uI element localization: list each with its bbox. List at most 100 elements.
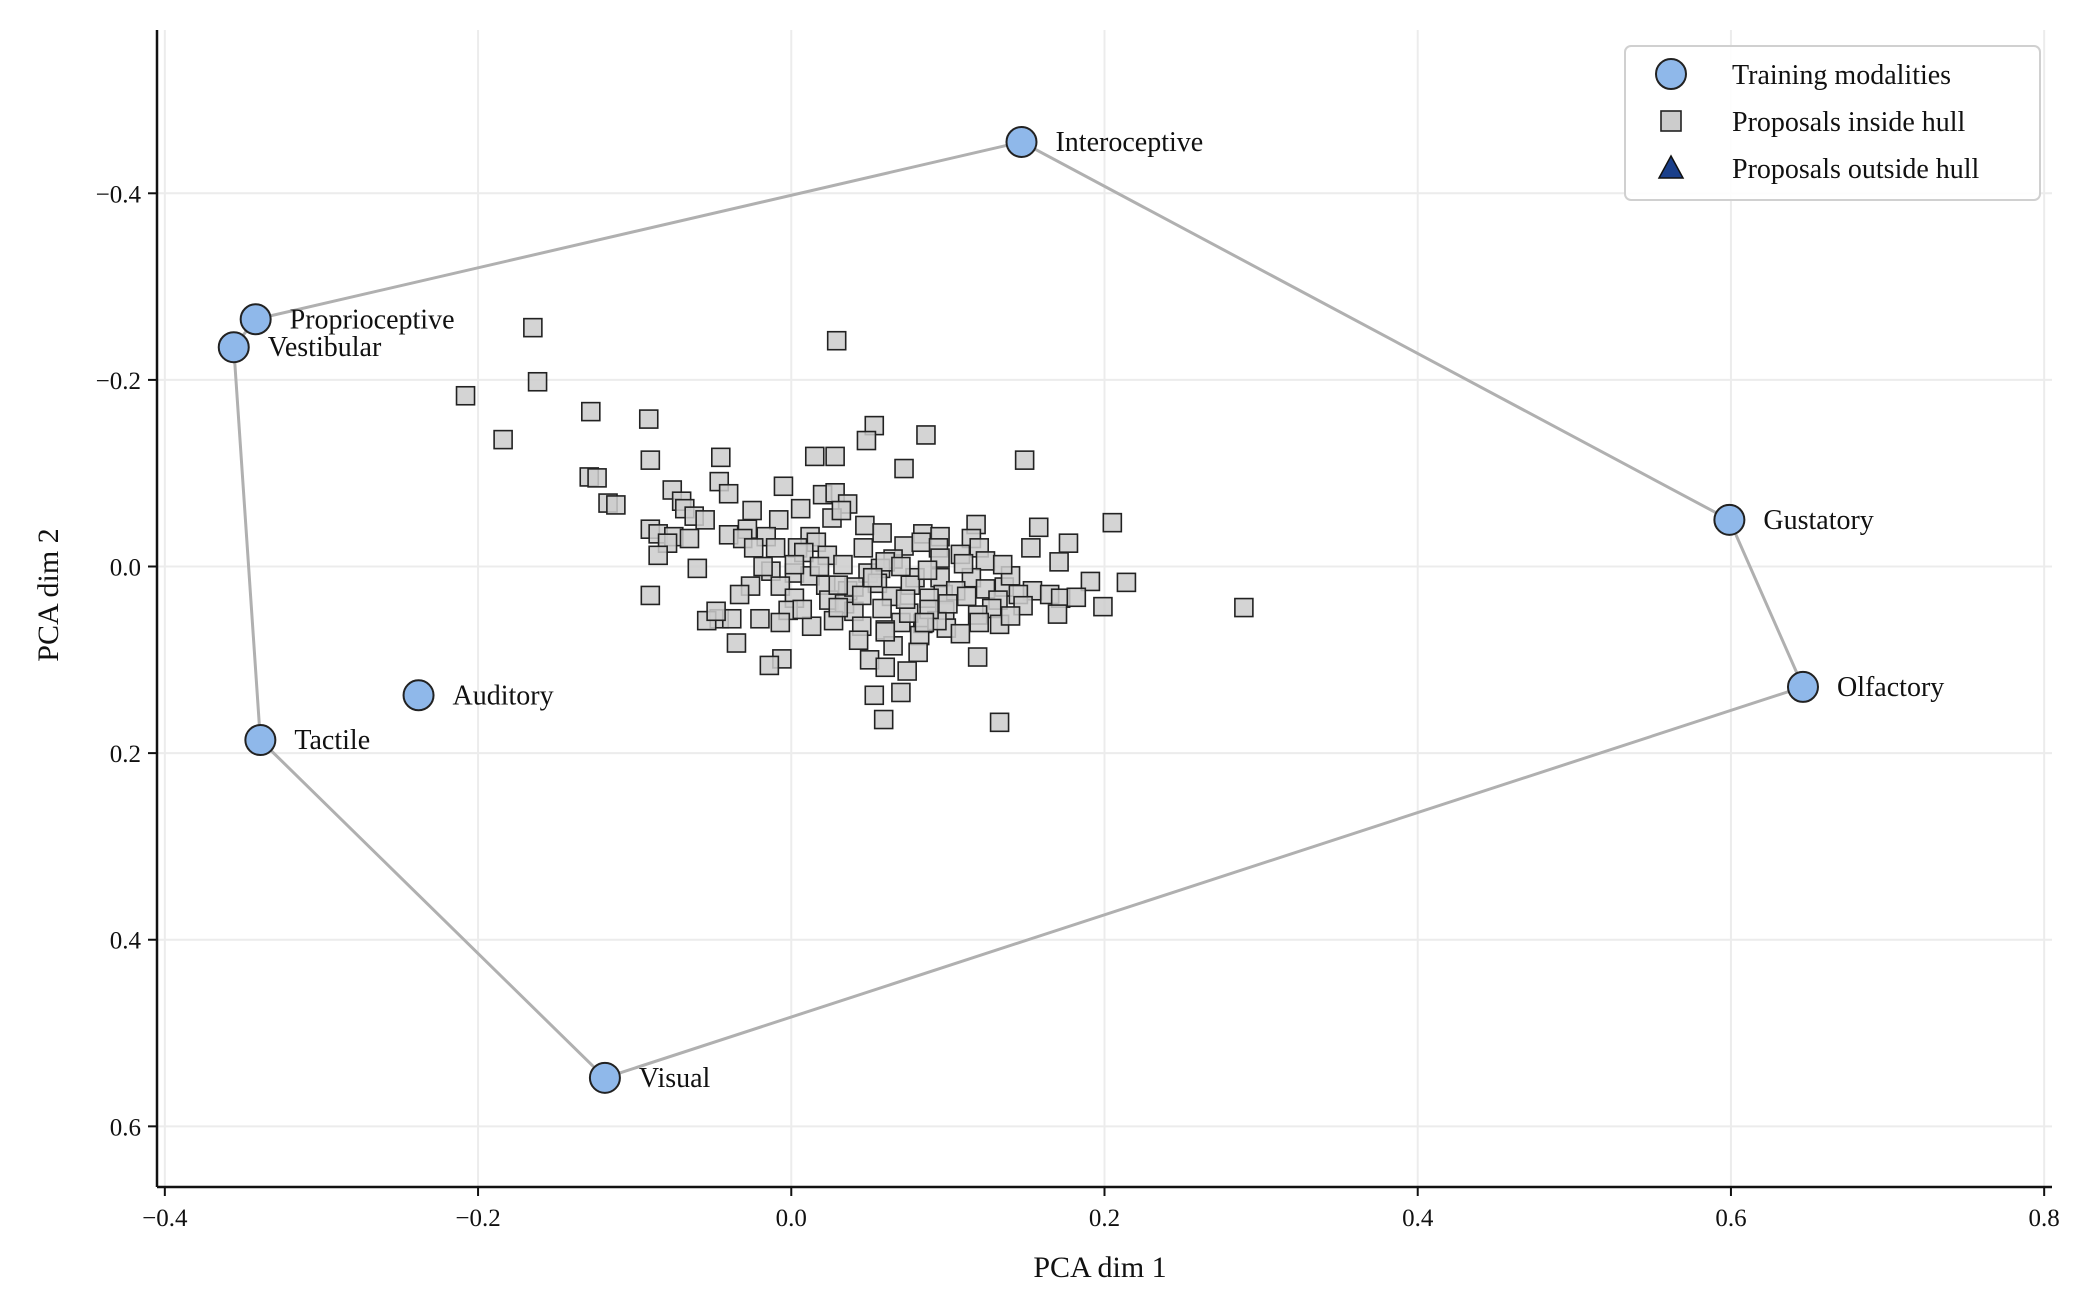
- modality-point: [1713, 503, 1746, 536]
- proposal-point: [825, 446, 845, 467]
- y-tick-label: 0.2: [110, 741, 141, 768]
- proposal-point: [742, 500, 762, 521]
- legend: Training modalities Proposals inside hull…: [1624, 45, 2041, 201]
- proposal-point: [895, 589, 916, 609]
- proposal-point: [606, 495, 626, 515]
- proposal-point: [1047, 604, 1068, 624]
- proposal-point: [1116, 572, 1137, 593]
- proposal-point: [875, 622, 896, 642]
- proposal-point: [831, 500, 852, 521]
- proposal-point: [914, 612, 935, 633]
- proposal-point: [711, 447, 731, 468]
- proposal-point: [1093, 596, 1113, 617]
- proposal-point: [864, 685, 885, 706]
- x-tick-label: 0.4: [1402, 1205, 1434, 1232]
- x-tick-label: 0.8: [2029, 1205, 2060, 1232]
- legend-box: [1624, 45, 2041, 201]
- proposal-point: [872, 598, 892, 619]
- proposal-point: [856, 430, 877, 451]
- proposal-point: [938, 594, 958, 614]
- x-tick-label: 0.2: [1089, 1205, 1120, 1232]
- proposal-point: [638, 409, 659, 429]
- y-tick-label: 0.6: [110, 1114, 141, 1141]
- proposal-point: [833, 554, 853, 575]
- modality-label: Auditory: [453, 680, 554, 711]
- proposal-point: [493, 429, 513, 450]
- proposal-point: [587, 468, 607, 488]
- proposal-point: [527, 371, 548, 392]
- modality-label: Proprioceptive: [290, 304, 455, 335]
- proposal-point: [848, 630, 869, 651]
- proposal-point: [768, 510, 789, 530]
- proposal-point: [1058, 533, 1079, 553]
- proposal-point: [826, 330, 847, 351]
- proposal-point: [828, 597, 849, 618]
- legend-label: Training modalities: [1732, 60, 1951, 91]
- proposal-point: [975, 551, 996, 571]
- proposal-point: [872, 523, 892, 543]
- proposal-point: [792, 599, 813, 620]
- proposal-point: [916, 425, 936, 445]
- y-tick-label: −0.2: [96, 368, 141, 395]
- proposal-point: [581, 401, 601, 422]
- modality-label: Visual: [639, 1063, 711, 1094]
- proposal-point: [804, 446, 825, 467]
- proposal-point: [908, 642, 928, 663]
- proposal-point: [1014, 450, 1035, 470]
- proposal-point: [790, 498, 811, 519]
- proposal-point: [1080, 571, 1101, 592]
- legend-label: Proposals outside hull: [1732, 154, 1980, 185]
- proposal-point: [862, 567, 883, 588]
- x-tick-label: 0.0: [776, 1205, 807, 1232]
- proposal-point: [759, 655, 780, 676]
- proposal-point: [1049, 552, 1069, 572]
- modality-label: Interoceptive: [1055, 127, 1203, 158]
- proposal-point: [891, 556, 911, 577]
- modality-label: Vestibular: [268, 332, 382, 363]
- proposal-point: [648, 545, 668, 566]
- modality-point: [239, 303, 272, 336]
- proposal-point: [950, 623, 971, 644]
- proposal-point: [784, 554, 805, 575]
- proposal-points: [455, 317, 1254, 733]
- modality-point: [217, 331, 250, 364]
- modality-label: Olfactory: [1837, 672, 1944, 703]
- proposal-point: [726, 633, 747, 653]
- proposal-point: [706, 601, 726, 622]
- proposal-point: [917, 560, 938, 581]
- x-tick-label: −0.4: [142, 1205, 188, 1232]
- y-tick-label: 0.4: [110, 928, 142, 955]
- proposal-point: [687, 558, 708, 579]
- axes: −0.4 −0.2 0.0 0.2 0.4 0.6 0.8 −0.4 −0.2 0.0 0.2 0.4…: [96, 30, 2060, 1232]
- legend-label: Proposals inside hull: [1732, 107, 1966, 138]
- proposal-point: [1028, 517, 1049, 538]
- proposal-point: [640, 585, 661, 606]
- proposal-point: [455, 385, 476, 406]
- proposal-point: [873, 709, 894, 730]
- modality-point: [588, 1061, 621, 1094]
- legend-circle-marker: [1655, 58, 1687, 90]
- proposal-point: [773, 476, 794, 497]
- modality-label: Gustatory: [1763, 505, 1873, 536]
- proposal-point: [894, 458, 914, 479]
- proposal-point: [828, 575, 849, 595]
- modality-point: [402, 679, 435, 712]
- proposal-point: [992, 554, 1013, 575]
- y-tick-label: −0.4: [96, 181, 142, 208]
- x-tick-label: −0.2: [455, 1205, 500, 1232]
- proposal-point: [1066, 587, 1087, 608]
- proposal-point: [801, 616, 822, 637]
- modality-point: [1005, 125, 1038, 158]
- proposal-point: [967, 647, 988, 667]
- proposal-point: [1234, 597, 1254, 618]
- modality-point: [244, 724, 277, 757]
- legend-triangle-marker: [1657, 154, 1685, 179]
- proposal-point: [875, 657, 896, 678]
- proposal-point: [770, 612, 791, 633]
- x-axis-label: PCA dim 1: [1033, 1251, 1166, 1284]
- proposal-point: [753, 556, 773, 577]
- proposal-point: [743, 538, 764, 558]
- y-tick-label: 0.0: [110, 555, 141, 582]
